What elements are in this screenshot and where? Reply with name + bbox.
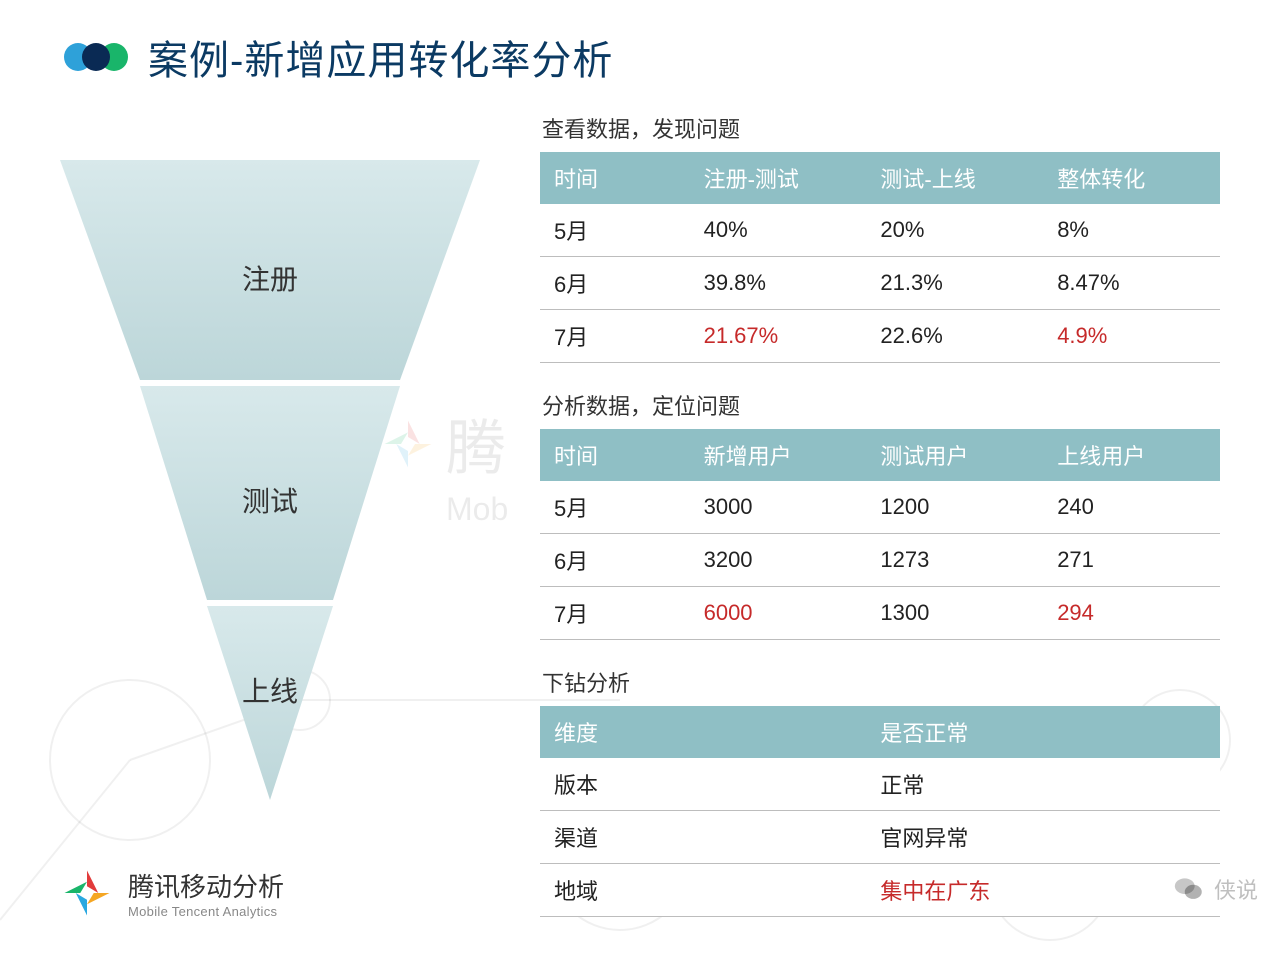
- brand-footer: 腾讯移动分析 Mobile Tencent Analytics: [60, 866, 284, 920]
- table-cell: 6000: [690, 587, 867, 640]
- table-cell: 22.6%: [866, 310, 1043, 363]
- logo-dots-icon: [64, 43, 128, 71]
- table-row: 5月40%20%8%: [540, 204, 1220, 257]
- table-cell: 集中在广东: [866, 864, 1220, 917]
- table-cell: 渠道: [540, 811, 866, 864]
- brand-name-cn: 腾讯移动分析: [128, 867, 284, 904]
- table1-title: 查看数据，发现问题: [542, 112, 1220, 144]
- table-cell: 8%: [1043, 204, 1220, 257]
- table-cell: 5月: [540, 481, 690, 534]
- table-cell: 1273: [866, 534, 1043, 587]
- table-cell: 8.47%: [1043, 257, 1220, 310]
- table-cell: 地域: [540, 864, 866, 917]
- table-header: 测试用户: [866, 429, 1043, 481]
- table-cell: 7月: [540, 310, 690, 363]
- wechat-badge: 侠说: [1172, 872, 1258, 906]
- table-cell: 版本: [540, 758, 866, 811]
- table-header: 上线用户: [1043, 429, 1220, 481]
- table-cell: 3000: [690, 481, 867, 534]
- table-cell: 7月: [540, 587, 690, 640]
- slide-title: 案例-新增应用转化率分析: [148, 28, 613, 86]
- conversion-table: 时间注册-测试测试-上线整体转化5月40%20%8%6月39.8%21.3%8.…: [540, 152, 1220, 363]
- table-cell: 294: [1043, 587, 1220, 640]
- drilldown-table: 维度是否正常版本正常渠道官网异常地域集中在广东: [540, 706, 1220, 917]
- table-cell: 21.3%: [866, 257, 1043, 310]
- table-row: 7月60001300294: [540, 587, 1220, 640]
- table-cell: 6月: [540, 534, 690, 587]
- table-header: 时间: [540, 152, 690, 204]
- funnel-stage-test: 测试: [60, 480, 480, 520]
- table-header: 整体转化: [1043, 152, 1220, 204]
- table-cell: 3200: [690, 534, 867, 587]
- pinwheel-icon: [60, 866, 114, 920]
- brand-name-en: Mobile Tencent Analytics: [128, 904, 284, 919]
- wechat-badge-text: 侠说: [1214, 873, 1258, 905]
- table-cell: 1300: [866, 587, 1043, 640]
- user-count-table: 时间新增用户测试用户上线用户5月300012002406月32001273271…: [540, 429, 1220, 640]
- table-cell: 6月: [540, 257, 690, 310]
- table-row: 7月21.67%22.6%4.9%: [540, 310, 1220, 363]
- table-row: 地域集中在广东: [540, 864, 1220, 917]
- funnel-chart: 注册 测试 上线: [60, 160, 480, 800]
- table-cell: 40%: [690, 204, 867, 257]
- table-header: 时间: [540, 429, 690, 481]
- table-cell: 20%: [866, 204, 1043, 257]
- table-cell: 正常: [866, 758, 1220, 811]
- table-header: 维度: [540, 706, 866, 758]
- wechat-icon: [1172, 872, 1206, 906]
- funnel-stage-online: 上线: [60, 670, 480, 710]
- table-header: 测试-上线: [866, 152, 1043, 204]
- table-cell: 21.67%: [690, 310, 867, 363]
- table-header: 新增用户: [690, 429, 867, 481]
- table-header: 是否正常: [866, 706, 1220, 758]
- table2-title: 分析数据，定位问题: [542, 389, 1220, 421]
- slide-header: 案例-新增应用转化率分析: [64, 28, 613, 86]
- table-cell: 5月: [540, 204, 690, 257]
- table-header: 注册-测试: [690, 152, 867, 204]
- table-cell: 240: [1043, 481, 1220, 534]
- table-row: 版本正常: [540, 758, 1220, 811]
- table-row: 渠道官网异常: [540, 811, 1220, 864]
- table-cell: 39.8%: [690, 257, 867, 310]
- table-row: 5月30001200240: [540, 481, 1220, 534]
- table-row: 6月32001273271: [540, 534, 1220, 587]
- right-panel: 查看数据，发现问题 时间注册-测试测试-上线整体转化5月40%20%8%6月39…: [540, 100, 1220, 917]
- table-cell: 4.9%: [1043, 310, 1220, 363]
- table3-title: 下钻分析: [542, 666, 1220, 698]
- funnel-stage-register: 注册: [60, 258, 480, 298]
- table-row: 6月39.8%21.3%8.47%: [540, 257, 1220, 310]
- table-cell: 官网异常: [866, 811, 1220, 864]
- table-cell: 1200: [866, 481, 1043, 534]
- table-cell: 271: [1043, 534, 1220, 587]
